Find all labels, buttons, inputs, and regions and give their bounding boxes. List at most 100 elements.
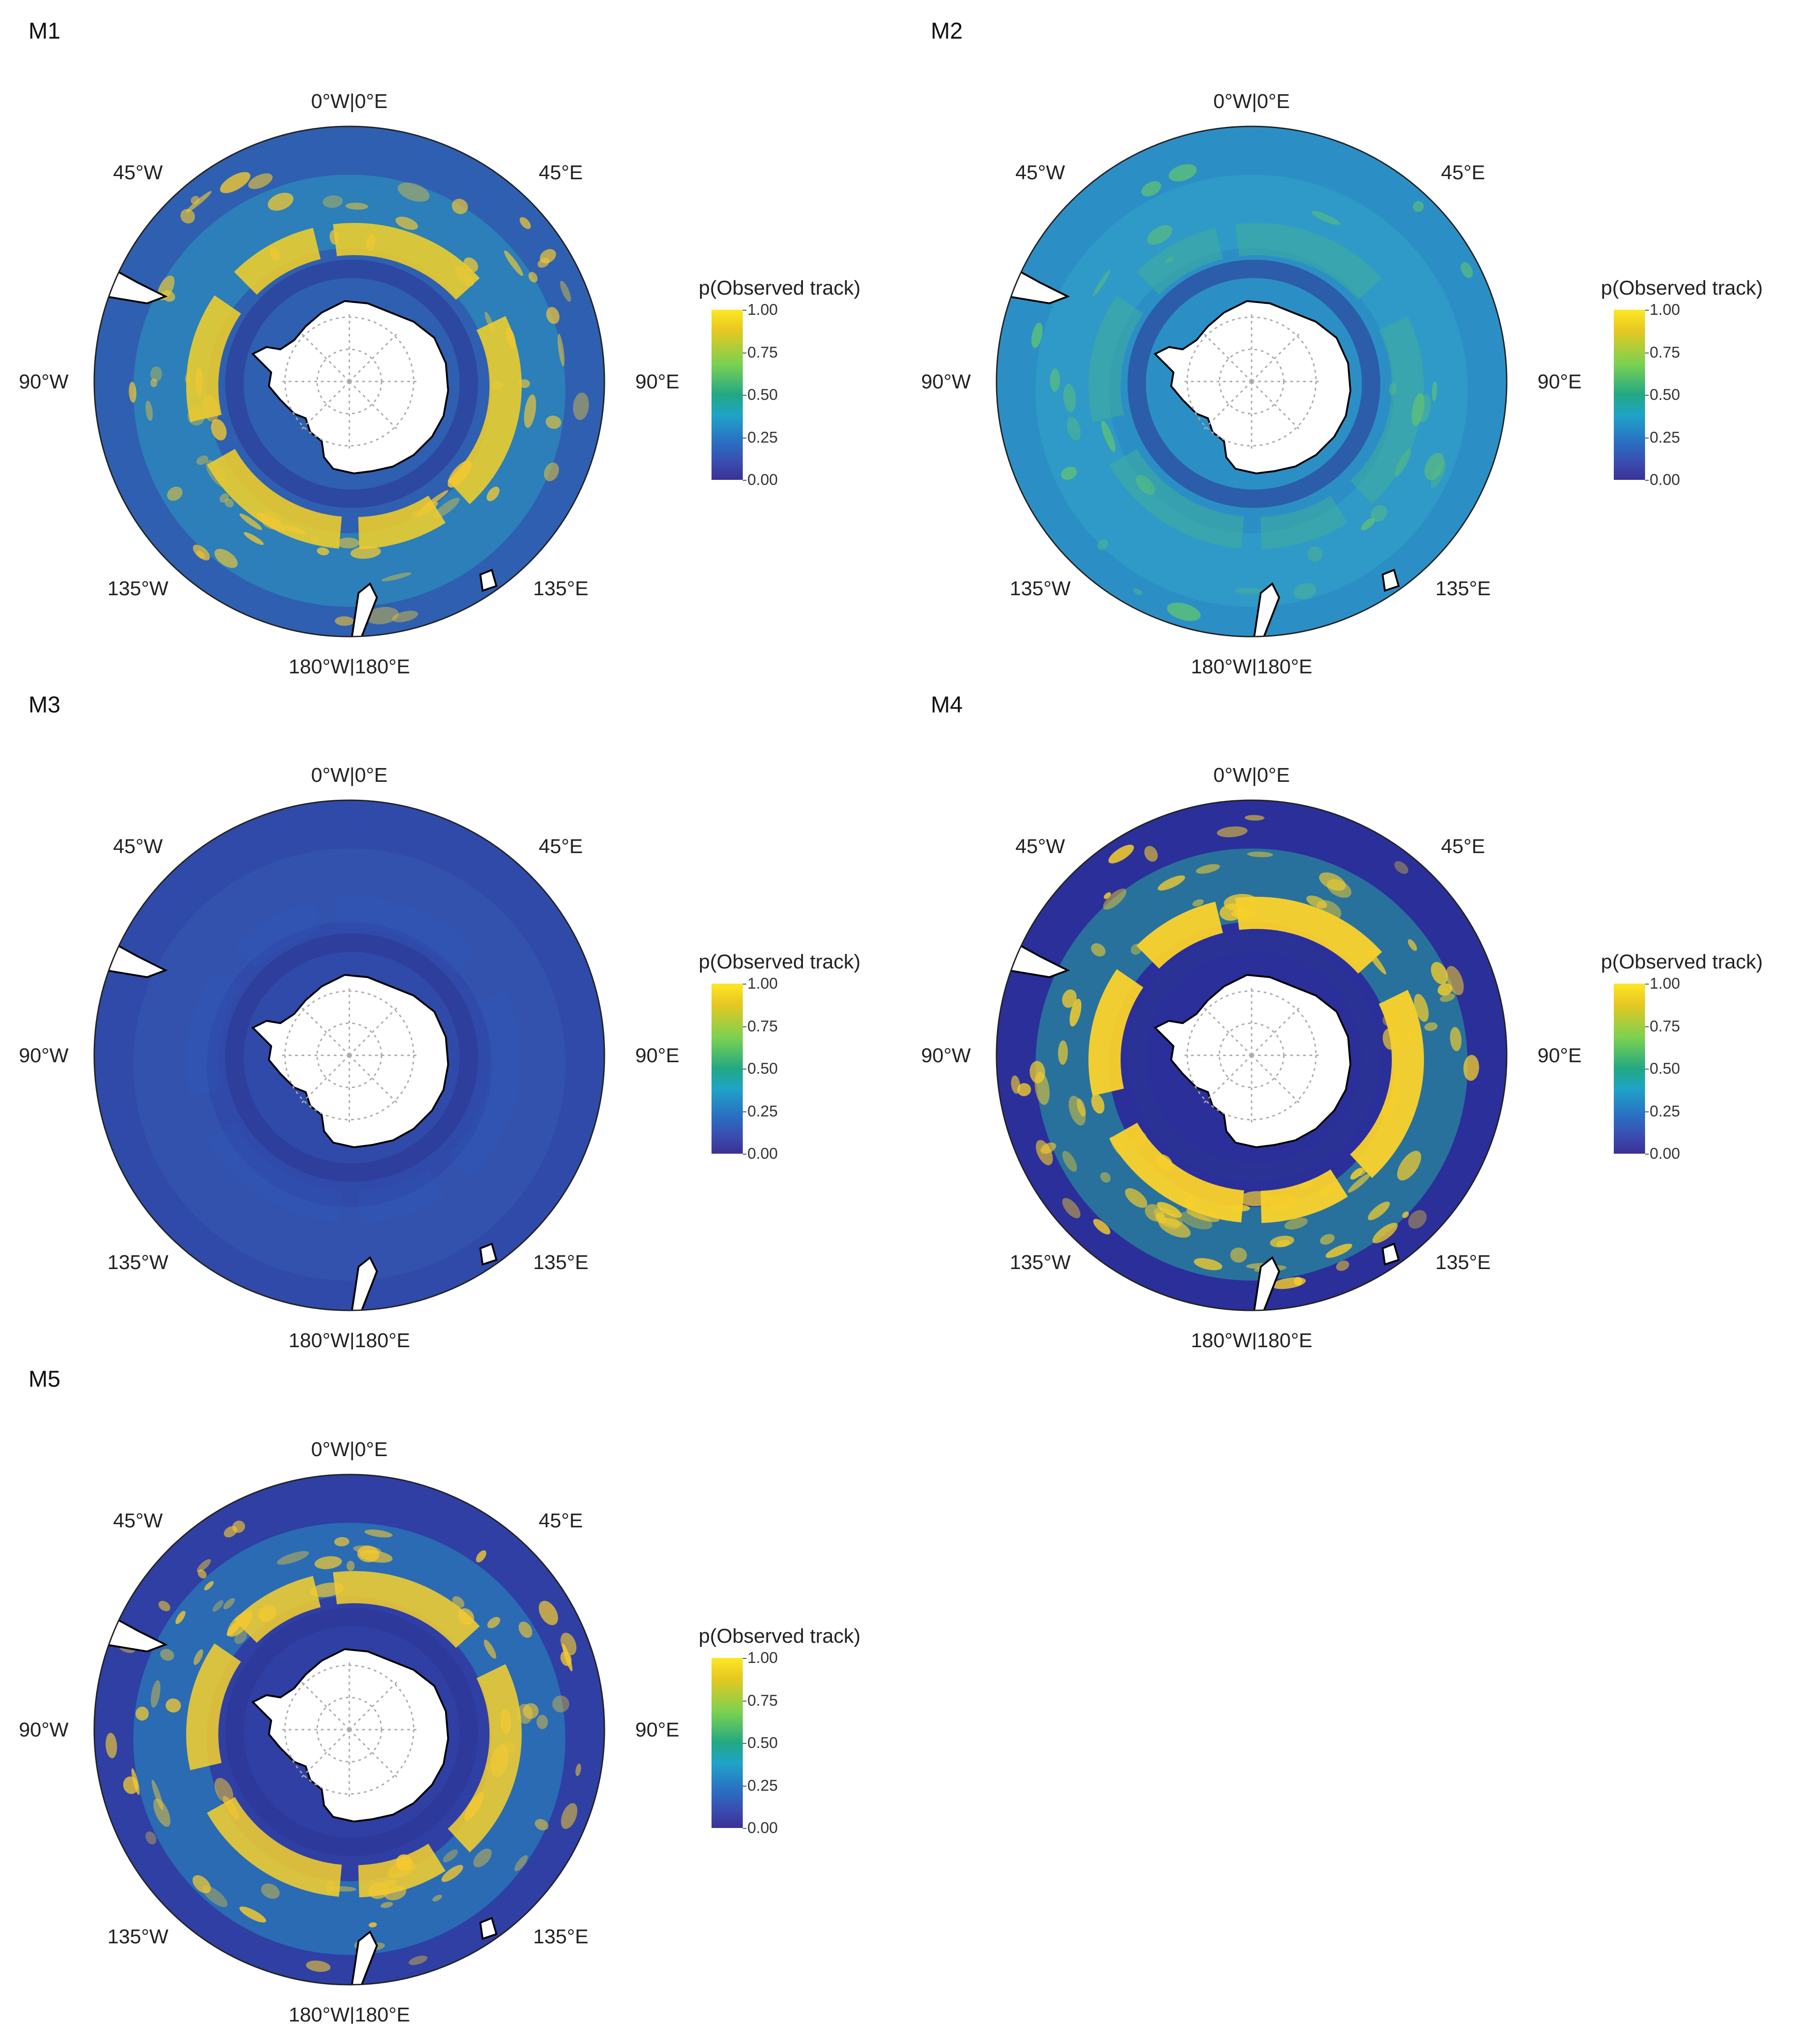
probability-patch bbox=[214, 549, 238, 568]
probability-patch bbox=[1168, 164, 1197, 182]
probability-patch bbox=[422, 490, 449, 510]
probability-patch bbox=[514, 1855, 528, 1872]
colorbar-tick-label: 0.75 bbox=[747, 1017, 778, 1035]
polar-map: 0°W|0°E 180°W|180°E 90°W 90°E 45°W 45°E 135°W 1… bbox=[19, 90, 679, 676]
probability-patch bbox=[1230, 1247, 1247, 1263]
probability-patch bbox=[1062, 1198, 1081, 1218]
tasmania-landmass bbox=[479, 1917, 498, 1940]
tasmania-landmass bbox=[479, 1242, 498, 1266]
probability-patch bbox=[552, 1695, 569, 1713]
colorbar-tick-label: 0.75 bbox=[1650, 343, 1680, 361]
probability-patch bbox=[398, 182, 430, 202]
probability-patch bbox=[1131, 944, 1142, 955]
probability-patch bbox=[1270, 1236, 1294, 1247]
colorbar-legend: p(Observed track) 1.00 0.75 0.50 0.25 0.00 bbox=[699, 951, 892, 1161]
shelf-band bbox=[225, 934, 478, 1182]
colorbar-tick-label: 0.00 bbox=[747, 1819, 778, 1837]
probability-patch bbox=[1414, 994, 1429, 1022]
probability-patch bbox=[187, 406, 205, 426]
probability-patch bbox=[1125, 1188, 1147, 1208]
colorbar-tick-label: 1.00 bbox=[747, 975, 778, 992]
probability-patch bbox=[310, 536, 319, 542]
polar-map: 0°W|0°E 180°W|180°E 90°W 90°E 45°W 45°E 135°W 1… bbox=[921, 764, 1582, 1349]
probability-patch bbox=[364, 1529, 393, 1537]
colorbar-tick-label: 1.00 bbox=[747, 301, 778, 319]
probability-patch bbox=[214, 1778, 233, 1804]
probability-patch bbox=[1058, 1040, 1068, 1065]
compass-label-right: 90°E bbox=[1537, 370, 1582, 393]
probability-patch bbox=[1432, 381, 1437, 402]
map-panel-m1: M1 0°W|0°E 180°W|180°E 90°W 90°E 45°W 45°E 135°… bbox=[0, 0, 902, 676]
shelf-band bbox=[225, 260, 478, 508]
probability-patch bbox=[220, 172, 251, 194]
compass-label-lower-left: 135°W bbox=[108, 577, 169, 600]
probability-patch bbox=[447, 460, 472, 488]
probability-patch bbox=[135, 1707, 149, 1721]
probability-patch bbox=[519, 217, 531, 229]
probability-patch bbox=[1100, 1172, 1111, 1183]
probability-patch bbox=[1382, 1013, 1400, 1027]
probability-patch bbox=[1450, 1027, 1462, 1051]
compass-label-right: 90°E bbox=[635, 1044, 679, 1067]
colorbar-tick-label: 1.00 bbox=[747, 1649, 778, 1667]
probability-patch bbox=[1017, 1083, 1031, 1096]
probability-patch bbox=[1144, 846, 1158, 862]
probability-patch bbox=[1408, 1210, 1427, 1229]
colorbar-tick-mark bbox=[743, 1069, 746, 1070]
probability-patch bbox=[353, 1545, 381, 1554]
probability-patch bbox=[123, 1776, 139, 1794]
colorbar-tick-label: 0.00 bbox=[747, 471, 778, 489]
compass-label-lower-right: 135°E bbox=[1435, 577, 1491, 600]
colorbar-gradient bbox=[712, 310, 743, 480]
probability-patch bbox=[490, 1744, 509, 1777]
colorbar-tick-mark bbox=[743, 1785, 746, 1787]
probability-patch bbox=[1186, 1208, 1219, 1222]
colorbar-gradient bbox=[712, 984, 743, 1154]
probability-patch bbox=[224, 498, 234, 508]
probability-patch bbox=[1412, 201, 1424, 212]
colorbar-tick-label: 0.50 bbox=[1650, 1060, 1680, 1077]
colorbar-tick-mark bbox=[743, 1658, 746, 1659]
probability-patch bbox=[223, 1526, 238, 1537]
compass-label-lower-left: 135°W bbox=[108, 1925, 169, 1948]
probability-patch bbox=[558, 334, 565, 366]
probability-patch bbox=[186, 191, 212, 213]
probability-patch bbox=[1383, 1028, 1398, 1050]
probability-patch bbox=[1383, 1099, 1395, 1118]
compass-label-right: 90°E bbox=[1537, 1044, 1582, 1067]
probability-patch bbox=[1155, 1154, 1173, 1171]
antarctica-landmass bbox=[1153, 300, 1352, 475]
panel-label: M5 bbox=[28, 1366, 61, 1392]
panel-label: M3 bbox=[28, 692, 61, 717]
probability-patch bbox=[432, 1895, 442, 1902]
colorbar-title: p(Observed track) bbox=[699, 277, 861, 299]
probability-patch bbox=[409, 1955, 427, 1965]
colorbar-tick-mark bbox=[1645, 1111, 1649, 1112]
probability-patch bbox=[1446, 966, 1464, 996]
probability-patch bbox=[1062, 1151, 1077, 1172]
probability-patch bbox=[330, 230, 339, 245]
colorbar-tick-label: 0.25 bbox=[747, 1776, 778, 1794]
probability-patch bbox=[1036, 1140, 1053, 1166]
probability-patch bbox=[310, 1583, 344, 1597]
probability-patch bbox=[261, 1883, 280, 1899]
probability-patch bbox=[381, 572, 412, 581]
probability-patch bbox=[369, 1922, 377, 1928]
map-border bbox=[996, 125, 1508, 638]
shelf-band bbox=[1127, 934, 1380, 1182]
probability-patch bbox=[1133, 588, 1143, 595]
probability-patch bbox=[1141, 181, 1162, 197]
panel-label: M1 bbox=[28, 18, 61, 44]
colorbar-legend: p(Observed track) 1.00 0.75 0.50 0.25 0.00 bbox=[699, 1625, 892, 1836]
probability-patch bbox=[306, 1960, 331, 1972]
probability-patch bbox=[1131, 1131, 1147, 1147]
new-zealand-landmass bbox=[350, 1256, 378, 1310]
probability-patch bbox=[336, 537, 359, 548]
probability-patch bbox=[1367, 1201, 1390, 1220]
probability-patch bbox=[198, 1569, 207, 1579]
compass-label-upper-left: 45°W bbox=[113, 1509, 163, 1532]
probability-patch bbox=[1294, 1277, 1303, 1286]
probability-patch bbox=[1030, 1061, 1045, 1083]
probability-patch bbox=[1239, 1191, 1273, 1207]
probability-patch bbox=[150, 378, 158, 387]
